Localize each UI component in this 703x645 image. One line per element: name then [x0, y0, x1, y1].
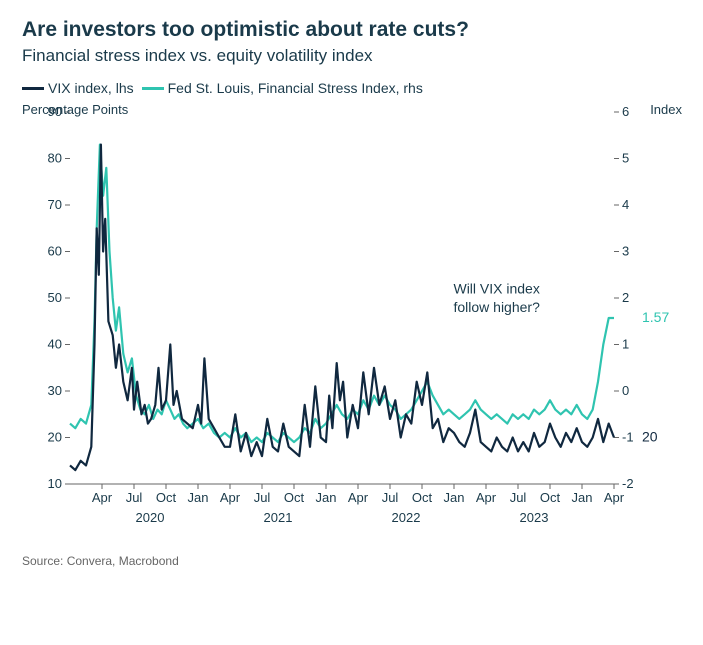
svg-text:70: 70 — [48, 197, 62, 212]
svg-text:2021: 2021 — [264, 510, 293, 525]
svg-text:2022: 2022 — [392, 510, 421, 525]
svg-text:Oct: Oct — [284, 490, 305, 505]
svg-text:Apr: Apr — [220, 490, 241, 505]
svg-text:Jan: Jan — [316, 490, 337, 505]
svg-text:Oct: Oct — [540, 490, 561, 505]
chart-area: Percentage Points Index 1020304050607080… — [22, 106, 682, 546]
annotation-line2: follow higher? — [453, 299, 540, 315]
svg-text:3: 3 — [622, 244, 629, 259]
legend-swatch-vix — [22, 87, 44, 90]
svg-text:1: 1 — [622, 337, 629, 352]
svg-text:30: 30 — [48, 383, 62, 398]
svg-text:Jul: Jul — [510, 490, 527, 505]
svg-text:Apr: Apr — [476, 490, 497, 505]
legend-label-vix: VIX index, lhs — [48, 80, 134, 96]
legend-label-fsi: Fed St. Louis, Financial Stress Index, r… — [168, 80, 423, 96]
svg-text:-2: -2 — [622, 476, 634, 491]
svg-text:Oct: Oct — [412, 490, 433, 505]
chart-title: Are investors too optimistic about rate … — [22, 18, 681, 42]
svg-text:2: 2 — [622, 290, 629, 305]
source-text: Source: Convera, Macrobond — [22, 554, 681, 568]
svg-text:Oct: Oct — [156, 490, 177, 505]
svg-text:4: 4 — [622, 197, 629, 212]
svg-text:Jan: Jan — [572, 490, 593, 505]
end-label-fsi: 1.57 — [642, 309, 669, 325]
legend-item-fsi: Fed St. Louis, Financial Stress Index, r… — [142, 80, 423, 96]
svg-text:Jul: Jul — [254, 490, 271, 505]
svg-text:Apr: Apr — [92, 490, 113, 505]
y-left-axis-title: Percentage Points — [22, 102, 128, 117]
svg-text:Apr: Apr — [348, 490, 369, 505]
legend-item-vix: VIX index, lhs — [22, 80, 134, 96]
svg-text:40: 40 — [48, 337, 62, 352]
legend: VIX index, lhs Fed St. Louis, Financial … — [22, 80, 681, 96]
svg-text:Apr: Apr — [604, 490, 625, 505]
svg-text:Jul: Jul — [382, 490, 399, 505]
svg-text:6: 6 — [622, 106, 629, 119]
legend-swatch-fsi — [142, 87, 164, 90]
svg-text:20: 20 — [48, 430, 62, 445]
svg-text:Jan: Jan — [188, 490, 209, 505]
svg-text:-1: -1 — [622, 430, 634, 445]
svg-text:Jan: Jan — [444, 490, 465, 505]
svg-text:Jul: Jul — [126, 490, 143, 505]
svg-text:2020: 2020 — [136, 510, 165, 525]
svg-text:60: 60 — [48, 244, 62, 259]
svg-text:80: 80 — [48, 151, 62, 166]
y-right-axis-title: Index — [650, 102, 682, 117]
chart-svg: 102030405060708090-2-10123456AprJulOctJa… — [22, 106, 682, 546]
svg-text:5: 5 — [622, 151, 629, 166]
svg-text:2023: 2023 — [520, 510, 549, 525]
svg-text:50: 50 — [48, 290, 62, 305]
svg-text:10: 10 — [48, 476, 62, 491]
svg-text:0: 0 — [622, 383, 629, 398]
chart-subtitle: Financial stress index vs. equity volati… — [22, 46, 681, 66]
end-label-vix: 20 — [642, 429, 658, 445]
annotation-line1: Will VIX index — [453, 280, 539, 296]
